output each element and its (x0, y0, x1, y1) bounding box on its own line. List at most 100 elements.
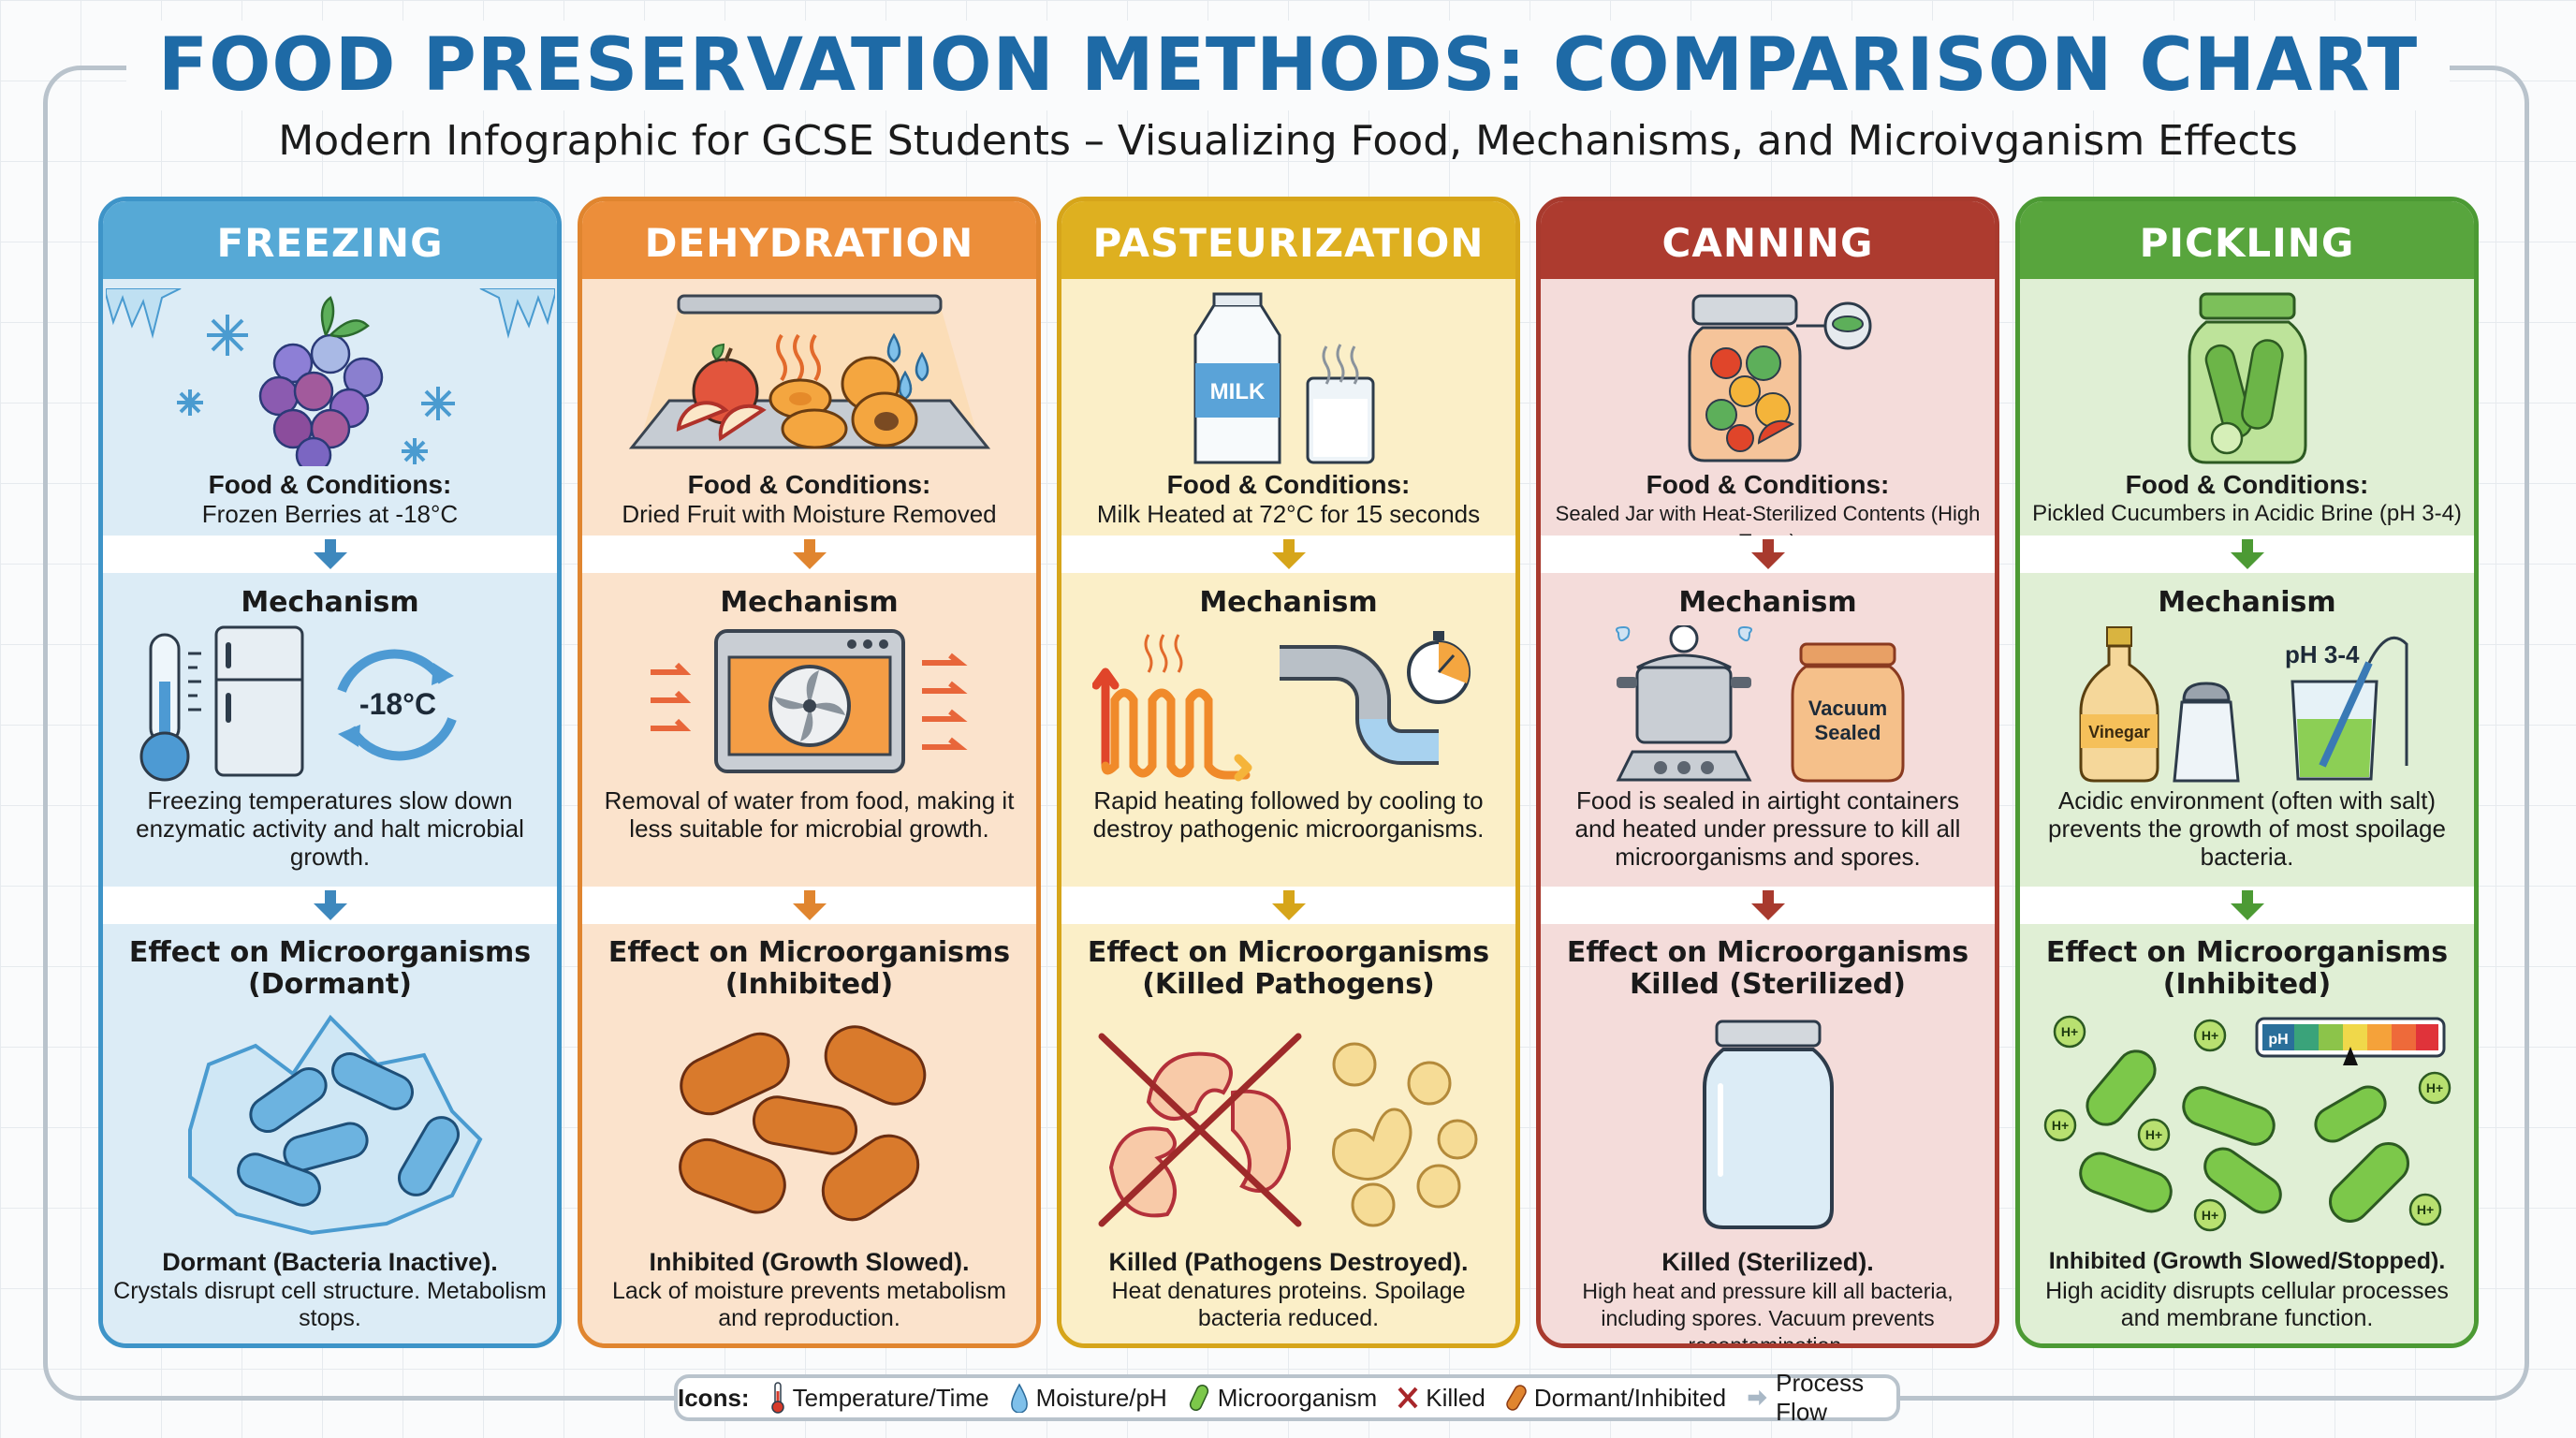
column-canning: CANNING Food & Conditions: Sealed Jar wi… (1536, 197, 1999, 1348)
sealed-jar-icon: Vacuum Sealed (1791, 642, 1904, 783)
empty-jar-icon (1541, 1008, 1995, 1242)
page-subtitle: Modern Infographic for GCSE Students – V… (278, 117, 2298, 165)
column-header: CANNING (1541, 201, 1995, 284)
food-text: Dried Fruit with Moisture Removed (622, 500, 997, 528)
mechanism-text: Food is sealed in airtight containers an… (1574, 786, 1961, 871)
icon-legend: Icons: Temperature/Time Moisture/pH Micr… (674, 1369, 1900, 1426)
effect-result: Killed (Sterilized). (1661, 1248, 1874, 1276)
crossed-out-pathogens-icon (1061, 1008, 1515, 1242)
process-flow-arrow (1541, 536, 1995, 573)
process-flow-arrow (103, 536, 557, 573)
ph-beaker-icon (2290, 636, 2408, 781)
effect-title: Effect on Microorganisms (Dormant) (103, 937, 557, 1001)
effect-status: (Inhibited) (724, 968, 894, 1001)
food-text: Pickled Cucumbers in Acidic Brine (pH 3-… (2032, 501, 2462, 526)
svg-text:MILK: MILK (1209, 379, 1265, 404)
mechanism-section: Mechanism Vacuum Sealed (1541, 573, 1995, 887)
mechanism-section: Mechanism (103, 573, 557, 887)
process-flow-arrow (2020, 887, 2474, 924)
food-label: Food & Conditions: (208, 470, 452, 499)
effect-text: Crystals disrupt cell structure. Metabol… (113, 1278, 547, 1331)
mechanism-illustration: Vinegar pH 3-4 (2020, 625, 2474, 785)
legend-item-temperature: Temperature/Time (770, 1382, 989, 1414)
svg-text:H+: H+ (2425, 1080, 2442, 1095)
effect-section: Effect on Microorganisms (Inhibited) Inh… (582, 924, 1036, 1343)
svg-text:pH: pH (2268, 1032, 2288, 1048)
microorganism-icon (1189, 1384, 1208, 1412)
droplet-icon (1010, 1383, 1028, 1413)
column-dehydration: DEHYDRATION Food & Conditions: (578, 197, 1041, 1348)
dormant-bean-icon (1506, 1385, 1527, 1411)
process-flow-arrow (2020, 536, 2474, 573)
effect-text: High heat and pressure kill all bacteria… (1582, 1279, 1954, 1348)
mechanism-illustration: Vacuum Sealed (1541, 625, 1995, 785)
svg-text:H+: H+ (2201, 1028, 2217, 1043)
mechanism-illustration: -18°C (103, 625, 557, 785)
effect-result: Killed (Pathogens Destroyed). (1108, 1248, 1469, 1276)
column-header: PASTEURIZATION (1061, 201, 1515, 284)
effect-section: Effect on Microorganisms (Dormant) Dorma… (103, 924, 557, 1343)
effect-text: Heat denatures proteins. Spoilage bacter… (1111, 1278, 1466, 1331)
legend-item-microorganism: Microorganism (1188, 1383, 1377, 1413)
process-flow-arrow (582, 887, 1036, 924)
legend-label: Icons: (678, 1383, 750, 1412)
acid-bacteria-icon: pH H+ H+ H+ H+ H+ H+ (2020, 1008, 2474, 1242)
food-section: Food & Conditions: Frozen Berries at -18… (103, 279, 557, 536)
food-section: Food & Conditions: Pickled Cucumbers in … (2020, 279, 2474, 536)
mechanism-text: Removal of water from food, making it le… (604, 786, 1015, 843)
food-section: MILK Food & Conditions: Milk Heated at 7… (1061, 279, 1515, 536)
legend-item-process-flow: Process Flow (1747, 1369, 1896, 1427)
effect-text: High acidity disrupts cellular processes… (2045, 1278, 2449, 1331)
mechanism-title: Mechanism (720, 586, 899, 619)
process-flow-arrow (1541, 887, 1995, 924)
ph-scale-icon: pH (2255, 1017, 2445, 1065)
mechanism-text: Freezing temperatures slow down enzymati… (136, 786, 524, 871)
mechanism-title: Mechanism (1199, 586, 1378, 619)
column-header: PICKLING (2020, 201, 2474, 284)
vinegar-bottle-icon: Vinegar (2079, 626, 2159, 783)
food-section: Food & Conditions: Dried Fruit with Mois… (582, 279, 1036, 536)
effect-result: Inhibited (Growth Slowed). (649, 1248, 970, 1276)
cooling-pipe-icon (1279, 645, 1439, 765)
mechanism-text: Rapid heating followed by cooling to des… (1092, 786, 1485, 843)
svg-text:H+: H+ (2144, 1127, 2161, 1142)
legend-item-dormant: Dormant/Inhibited (1506, 1383, 1726, 1413)
legend-item-moisture: Moisture/pH (1010, 1383, 1167, 1413)
food-label: Food & Conditions: (1646, 470, 1890, 499)
svg-text:Vinegar: Vinegar (2088, 723, 2150, 741)
shriveled-bacteria-icon (582, 1008, 1036, 1242)
process-flow-arrow (1061, 887, 1515, 924)
mechanism-title: Mechanism (241, 586, 419, 619)
effect-section: Effect on Microorganisms (Inhibited) pH (2020, 924, 2474, 1343)
svg-text:pH 3-4: pH 3-4 (2285, 640, 2360, 668)
stopwatch-icon (1406, 631, 1471, 704)
pressure-cooker-icon (1615, 625, 1752, 782)
mechanism-section: Mechanism Removal of water from food, ma… (582, 573, 1036, 887)
food-label: Food & Conditions: (2125, 470, 2369, 499)
food-label: Food & Conditions: (687, 470, 931, 499)
thermometer-icon (770, 1382, 784, 1414)
freezer-icon (214, 625, 303, 777)
effect-status: (Dormant) (248, 968, 412, 1001)
dehydrator-fan-icon (582, 625, 1036, 785)
effect-title: Effect on Microorganisms Killed (Sterili… (1541, 937, 1995, 1001)
food-text: Frozen Berries at -18°C (201, 500, 459, 528)
column-pickling: PICKLING Food & Conditions: Pickled Cucu… (2015, 197, 2479, 1348)
svg-text:H+: H+ (2416, 1202, 2433, 1217)
title-wrap: FOOD PRESERVATION METHODS: COMPARISON CH… (0, 21, 2576, 110)
process-flow-arrow (1061, 536, 1515, 573)
milk-carton-icon: MILK (1061, 285, 1515, 470)
food-label: Food & Conditions: (1166, 470, 1411, 499)
effect-status: Killed (Sterilized) (1629, 968, 1906, 1001)
svg-text:Vacuum: Vacuum (1808, 697, 1886, 720)
arrow-right-icon (1748, 1389, 1767, 1406)
svg-text:H+: H+ (2201, 1208, 2217, 1223)
svg-text:-18°C: -18°C (359, 687, 435, 721)
page-title: FOOD PRESERVATION METHODS: COMPARISON CH… (125, 21, 2451, 110)
bacteria-in-ice-icon (103, 1008, 557, 1242)
thermometer-icon (139, 633, 201, 782)
column-pasteurization: PASTEURIZATION MILK Food & Conditions: M… (1057, 197, 1520, 1348)
effect-text: Lack of moisture prevents metabolism and… (611, 1278, 1006, 1331)
heating-coil-icon (1091, 668, 1251, 782)
legend-item-killed: Killed (1398, 1384, 1486, 1413)
